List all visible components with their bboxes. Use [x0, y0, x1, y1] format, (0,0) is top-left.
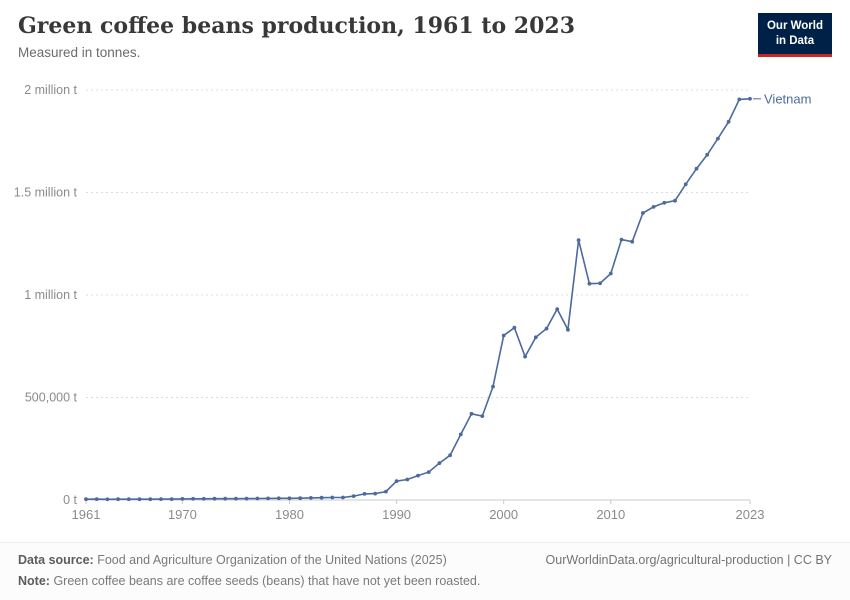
data-point[interactable] — [651, 205, 656, 209]
note-text: Green coffee beans are coffee seeds (bea… — [53, 574, 481, 589]
data-point[interactable] — [608, 271, 613, 276]
x-axis-tick-label: 1961 — [72, 507, 101, 522]
series-end-label[interactable]: Vietnam — [764, 91, 811, 106]
line-chart: 0 t 500,000 t 1 million t 1.5 million t 2 mi… — [0, 60, 850, 535]
data-point[interactable] — [512, 325, 517, 330]
data-point[interactable] — [212, 496, 217, 501]
data-point[interactable] — [587, 281, 592, 286]
data-point[interactable] — [619, 237, 624, 242]
data-point[interactable] — [223, 496, 228, 501]
chart-footer: Data source: Food and Agriculture Organi… — [0, 542, 850, 600]
data-point[interactable] — [244, 496, 249, 501]
x-axis-tick-label: 2000 — [489, 507, 518, 522]
data-point[interactable] — [266, 496, 270, 501]
data-point[interactable] — [255, 496, 260, 501]
data-source-line: Data source: Food and Agriculture Organi… — [18, 552, 447, 569]
data-point[interactable] — [469, 411, 474, 416]
chart-titles: Green coffee beans production, 1961 to 2… — [18, 13, 575, 60]
data-point[interactable] — [716, 136, 720, 141]
data-point[interactable] — [437, 461, 442, 465]
owid-license-link[interactable]: OurWorldinData.org/agricultural-producti… — [545, 553, 832, 568]
data-point[interactable] — [148, 497, 153, 502]
data-point[interactable] — [276, 496, 281, 501]
data-point[interactable] — [373, 491, 378, 496]
data-point[interactable] — [298, 496, 303, 501]
y-axis-tick-label: 2 million t — [24, 83, 77, 97]
owid-logo-line2: in Data — [775, 34, 815, 47]
data-point[interactable] — [630, 239, 635, 244]
x-axis-tick-label: 1970 — [168, 507, 197, 522]
data-point[interactable] — [169, 497, 174, 501]
data-point[interactable] — [180, 497, 185, 501]
data-source-label: Data source: — [18, 553, 94, 568]
data-point[interactable] — [137, 497, 142, 502]
data-point[interactable] — [501, 333, 506, 338]
data-point[interactable] — [201, 496, 206, 501]
y-axis-tick-label: 0 t — [63, 493, 77, 507]
x-axis-tick-label: 1990 — [382, 507, 411, 522]
chart-header: Green coffee beans production, 1961 to 2… — [0, 0, 850, 60]
chart-title: Green coffee beans production, 1961 to 2… — [18, 13, 576, 39]
y-axis-tick-label: 500,000 t — [25, 391, 78, 405]
data-point[interactable] — [330, 495, 335, 500]
owid-logo[interactable]: Our World in Data — [757, 13, 832, 57]
note-line: Note: Green coffee beans are coffee seed… — [18, 573, 832, 590]
data-point[interactable] — [94, 497, 99, 501]
data-point[interactable] — [159, 497, 163, 501]
data-point[interactable] — [748, 96, 752, 101]
x-axis-tick-label: 2023 — [736, 507, 765, 522]
data-point[interactable] — [673, 198, 677, 203]
data-point[interactable] — [566, 327, 570, 332]
data-source-text: Food and Agriculture Organization of the… — [97, 553, 447, 568]
vietnam-line[interactable] — [85, 98, 751, 501]
data-point[interactable] — [694, 166, 699, 171]
data-point[interactable] — [683, 182, 688, 187]
data-point[interactable] — [405, 477, 410, 482]
data-point[interactable] — [234, 496, 238, 501]
data-point[interactable] — [576, 238, 581, 243]
data-point[interactable] — [598, 281, 602, 286]
note-label: Note: — [18, 574, 50, 589]
chart-canvas[interactable]: 0 t 500,000 t 1 million t 1.5 million t 2 mi… — [0, 60, 850, 530]
data-point[interactable] — [726, 119, 731, 124]
data-point[interactable] — [555, 307, 560, 311]
data-point[interactable] — [480, 414, 485, 418]
data-point[interactable] — [458, 432, 463, 437]
x-axis-tick-label: 2010 — [596, 507, 625, 522]
data-point[interactable] — [523, 354, 527, 359]
data-point[interactable] — [126, 497, 131, 502]
data-point[interactable] — [287, 496, 292, 501]
data-point[interactable] — [737, 97, 742, 102]
data-point[interactable] — [116, 497, 120, 502]
data-point[interactable] — [448, 453, 452, 458]
data-point[interactable] — [105, 497, 110, 502]
data-point[interactable] — [341, 495, 345, 500]
x-axis-tick-label: 1980 — [275, 507, 304, 522]
data-point[interactable] — [84, 497, 88, 502]
data-point[interactable] — [309, 496, 313, 500]
data-point[interactable] — [491, 384, 495, 389]
data-point[interactable] — [351, 494, 356, 498]
data-point[interactable] — [533, 335, 538, 340]
y-axis-tick-label: 1 million t — [24, 288, 77, 302]
data-point[interactable] — [544, 326, 549, 331]
data-point[interactable] — [191, 496, 196, 501]
data-point[interactable] — [362, 492, 367, 496]
data-point[interactable] — [319, 495, 324, 500]
data-point[interactable] — [426, 470, 431, 474]
data-point[interactable] — [384, 489, 388, 494]
owid-logo-line1: Our World — [766, 20, 823, 32]
y-axis-tick-label: 1.5 million t — [14, 186, 78, 200]
data-point[interactable] — [662, 200, 667, 205]
chart-subtitle: Measured in tonnes. — [18, 45, 141, 60]
data-point[interactable] — [641, 211, 645, 215]
data-point[interactable] — [705, 152, 710, 157]
data-point[interactable] — [416, 473, 420, 478]
data-point[interactable] — [394, 479, 399, 483]
